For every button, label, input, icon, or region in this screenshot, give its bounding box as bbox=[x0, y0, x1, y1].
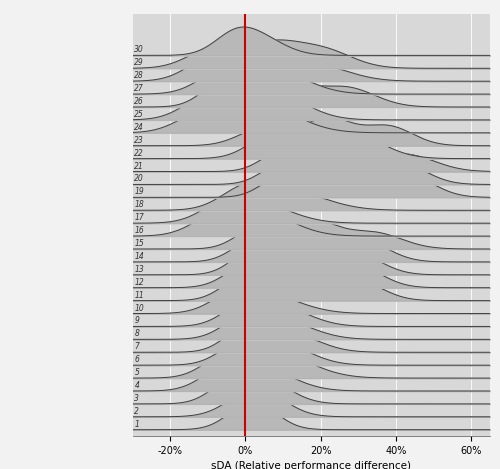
Text: 2: 2 bbox=[134, 407, 140, 416]
Text: 6: 6 bbox=[134, 355, 140, 364]
Text: 18: 18 bbox=[134, 200, 144, 209]
X-axis label: sDA (Relative performance difference): sDA (Relative performance difference) bbox=[211, 461, 411, 469]
Text: 25: 25 bbox=[134, 110, 144, 119]
Text: 22: 22 bbox=[134, 149, 144, 158]
Text: 16: 16 bbox=[134, 226, 144, 235]
Text: 29: 29 bbox=[134, 58, 144, 67]
Text: 23: 23 bbox=[134, 136, 144, 145]
Text: 26: 26 bbox=[134, 97, 144, 106]
Text: 28: 28 bbox=[134, 71, 144, 80]
Text: 27: 27 bbox=[134, 84, 144, 93]
Text: 30: 30 bbox=[134, 45, 144, 54]
Text: 8: 8 bbox=[134, 329, 140, 338]
Text: 10: 10 bbox=[134, 303, 144, 312]
Text: 24: 24 bbox=[134, 123, 144, 132]
Text: 7: 7 bbox=[134, 342, 140, 351]
Text: 13: 13 bbox=[134, 265, 144, 274]
Text: 21: 21 bbox=[134, 161, 144, 171]
Text: 15: 15 bbox=[134, 239, 144, 248]
Text: 9: 9 bbox=[134, 317, 140, 325]
Text: 20: 20 bbox=[134, 174, 144, 183]
Text: 17: 17 bbox=[134, 213, 144, 222]
Text: 11: 11 bbox=[134, 291, 144, 300]
Text: 1: 1 bbox=[134, 420, 140, 429]
Text: 4: 4 bbox=[134, 381, 140, 390]
Text: 5: 5 bbox=[134, 368, 140, 377]
Text: 14: 14 bbox=[134, 252, 144, 261]
Text: 12: 12 bbox=[134, 278, 144, 287]
Text: 3: 3 bbox=[134, 394, 140, 403]
Text: 19: 19 bbox=[134, 187, 144, 197]
